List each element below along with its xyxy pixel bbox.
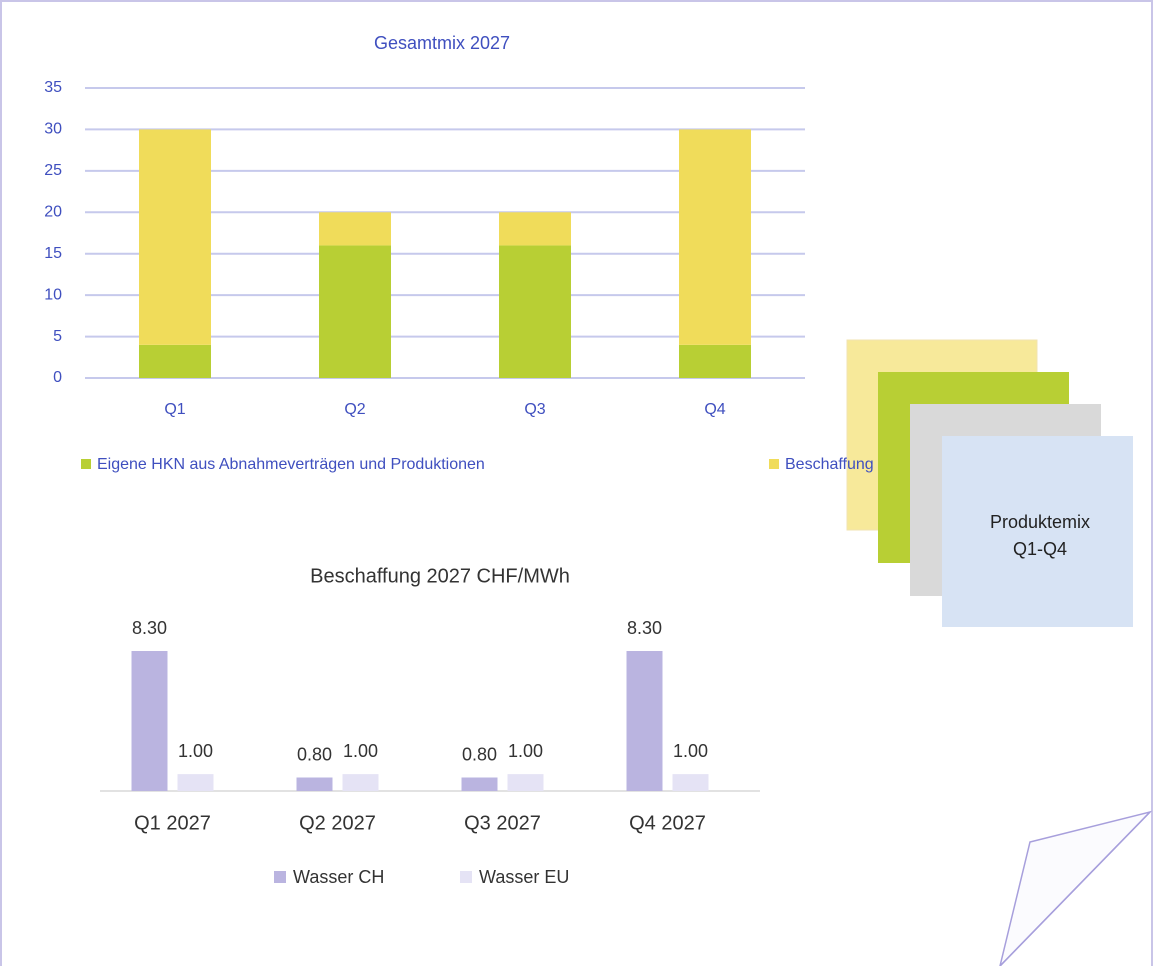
- x-tick-label: Q1: [164, 401, 185, 418]
- legend-label: Wasser CH: [293, 867, 384, 887]
- legend-label: Beschaffung: [785, 456, 874, 473]
- value-label: 0.80: [297, 744, 332, 764]
- y-tick-label: 20: [44, 204, 62, 221]
- legend-swatch: [460, 871, 472, 883]
- x-tick-label: Q2 2027: [299, 812, 376, 834]
- value-label: 1.00: [343, 741, 378, 761]
- bar: [507, 774, 544, 791]
- y-tick-label: 15: [44, 245, 62, 262]
- x-tick-label: Q2: [344, 401, 365, 418]
- bar-segment: [499, 245, 571, 378]
- y-tick-label: 5: [53, 328, 62, 345]
- bar-segment: [139, 344, 211, 378]
- x-tick-label: Q3: [524, 401, 545, 418]
- x-tick-label: Q3 2027: [464, 812, 541, 834]
- value-label: 1.00: [508, 741, 543, 761]
- note-square: [942, 436, 1133, 627]
- y-tick-label: 0: [53, 369, 62, 386]
- bar-segment: [679, 129, 751, 345]
- chart-title: Beschaffung 2027 CHF/MWh: [310, 565, 570, 587]
- value-label: 8.30: [627, 618, 662, 638]
- value-label: 1.00: [673, 741, 708, 761]
- value-label: 8.30: [132, 618, 167, 638]
- x-tick-label: Q1 2027: [134, 812, 211, 834]
- value-label: 0.80: [462, 744, 497, 764]
- bar-segment: [139, 129, 211, 345]
- bar: [131, 651, 168, 791]
- legend-swatch: [769, 459, 779, 469]
- legend-label: Eigene HKN aus Abnahmeverträgen und Prod…: [97, 456, 485, 473]
- y-tick-label: 10: [44, 286, 62, 303]
- bar: [626, 651, 663, 791]
- note-text: Produktemix: [990, 512, 1090, 532]
- bar: [296, 777, 333, 791]
- x-tick-label: Q4: [704, 401, 725, 418]
- legend-swatch: [274, 871, 286, 883]
- bar-segment: [679, 344, 751, 378]
- bar-segment: [319, 245, 391, 378]
- y-tick-label: 25: [44, 162, 62, 179]
- bar: [672, 774, 709, 791]
- note-text: Q1-Q4: [1013, 539, 1067, 559]
- value-label: 1.00: [178, 741, 213, 761]
- bar-segment: [319, 212, 391, 246]
- bar: [342, 774, 379, 791]
- bar: [177, 774, 214, 791]
- x-tick-label: Q4 2027: [629, 812, 706, 834]
- chart-title: Gesamtmix 2027: [374, 33, 510, 53]
- y-tick-label: 35: [44, 79, 62, 96]
- legend-swatch: [81, 459, 91, 469]
- bar-segment: [499, 212, 571, 246]
- page-curl-edge: [999, 811, 1151, 966]
- bar: [461, 777, 498, 791]
- y-tick-label: 30: [44, 121, 62, 138]
- legend-label: Wasser EU: [479, 867, 569, 887]
